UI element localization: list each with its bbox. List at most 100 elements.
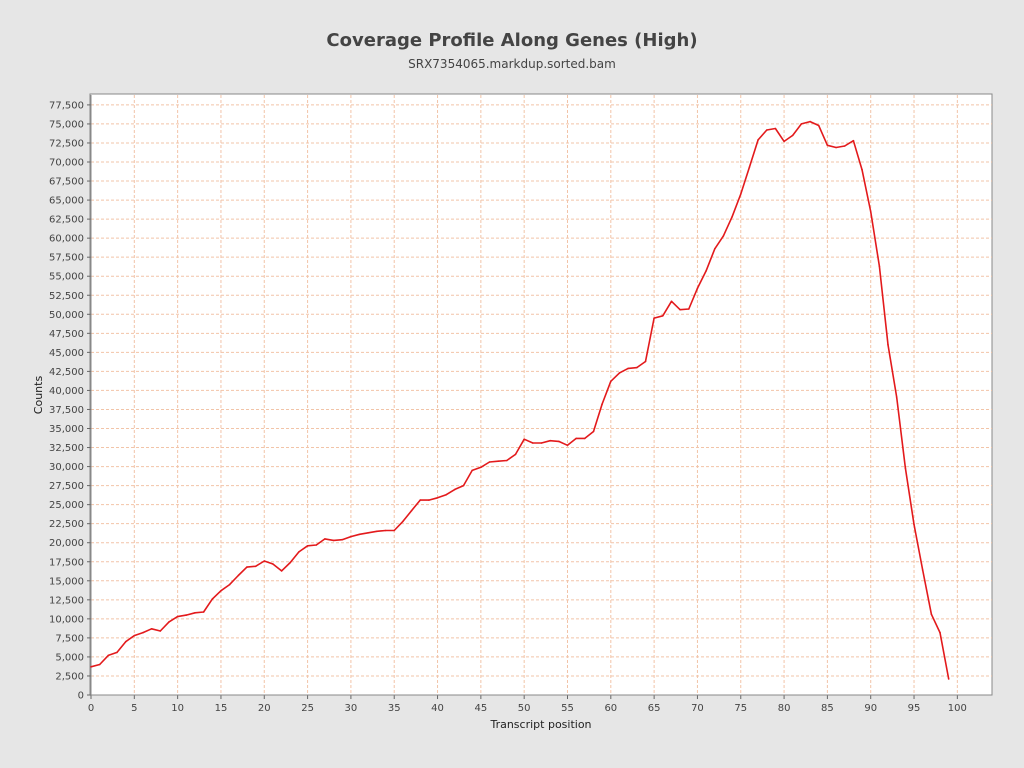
data-point xyxy=(566,444,569,447)
x-tick-label: 65 xyxy=(648,703,661,714)
data-point xyxy=(194,612,196,614)
y-tick-label: 30,000 xyxy=(49,462,84,473)
data-point xyxy=(740,193,742,195)
series-layer xyxy=(90,120,950,680)
data-point xyxy=(220,589,222,592)
y-tick-label: 52,500 xyxy=(49,291,84,302)
data-point xyxy=(584,437,586,440)
axes: 0 2,500 5,000 7,500 10,000 12,500 15,000 17,500… xyxy=(49,95,992,714)
data-point xyxy=(185,614,188,616)
data-point xyxy=(202,611,205,613)
data-point xyxy=(878,265,881,268)
x-axis-label: Transcript position xyxy=(489,718,591,731)
data-point xyxy=(523,438,525,441)
data-point xyxy=(263,560,266,562)
data-point xyxy=(306,545,309,547)
y-tick-label: 25,000 xyxy=(49,500,84,511)
data-point xyxy=(90,666,92,668)
data-point xyxy=(506,459,508,462)
x-tick-label: 70 xyxy=(691,703,704,714)
y-tick-label: 77,500 xyxy=(49,100,84,111)
y-tick-label: 57,500 xyxy=(49,253,84,264)
x-tick-label: 30 xyxy=(345,703,358,714)
x-tick-label: 5 xyxy=(131,703,137,714)
coverage-series-line xyxy=(90,120,950,680)
data-point xyxy=(843,145,846,147)
y-tick-label: 27,500 xyxy=(49,481,84,492)
data-point xyxy=(627,367,629,370)
y-tick-label: 15,000 xyxy=(49,576,84,587)
x-tick-label: 40 xyxy=(431,703,444,714)
plot-area xyxy=(89,93,993,696)
data-point xyxy=(618,372,621,374)
data-point xyxy=(644,360,647,363)
y-tick-label: 75,000 xyxy=(49,119,84,130)
x-tick-label: 45 xyxy=(474,703,487,714)
data-point xyxy=(714,248,716,250)
x-tick-label: 60 xyxy=(604,703,617,714)
y-tick-label: 42,500 xyxy=(49,367,84,378)
data-point xyxy=(237,574,240,577)
x-tick-label: 0 xyxy=(88,703,94,714)
data-point xyxy=(124,640,127,643)
data-point xyxy=(332,539,335,542)
data-point xyxy=(679,308,681,311)
data-point xyxy=(705,270,707,272)
data-point xyxy=(549,439,551,442)
data-point xyxy=(272,563,274,565)
data-point xyxy=(688,308,690,310)
data-point xyxy=(748,166,751,169)
data-point xyxy=(662,315,664,317)
data-point xyxy=(895,396,898,399)
x-tick-label: 75 xyxy=(734,703,747,714)
data-point xyxy=(861,168,863,171)
y-tick-label: 20,000 xyxy=(49,538,84,549)
y-tick-label: 65,000 xyxy=(49,196,84,207)
chart-title: Coverage Profile Along Genes (High) xyxy=(326,30,698,51)
data-point xyxy=(254,565,257,568)
chart-subtitle: SRX7354065.markdup.sorted.bam xyxy=(408,57,616,71)
y-tick-label: 55,000 xyxy=(49,272,84,283)
y-tick-label: 35,000 xyxy=(49,424,84,435)
data-point xyxy=(514,453,517,456)
data-point xyxy=(800,123,803,125)
data-point xyxy=(298,551,300,553)
y-tick-label: 60,000 xyxy=(49,234,84,245)
data-point xyxy=(497,460,500,463)
y-tick-label: 17,500 xyxy=(49,557,84,568)
y-tick-label: 40,000 xyxy=(49,386,84,397)
x-tick-label: 35 xyxy=(388,703,401,714)
data-point xyxy=(454,488,456,491)
data-point xyxy=(826,144,829,147)
data-point xyxy=(376,530,378,533)
y-tick-label: 45,000 xyxy=(49,348,84,359)
data-point xyxy=(280,570,283,572)
data-point xyxy=(341,538,344,541)
data-point xyxy=(601,403,603,405)
data-point xyxy=(133,634,136,637)
data-point xyxy=(887,343,889,346)
data-point xyxy=(540,442,543,444)
data-point xyxy=(98,663,101,666)
x-tick-label: 100 xyxy=(948,703,967,714)
data-point xyxy=(142,631,144,634)
data-point xyxy=(532,442,534,444)
x-tick-label: 10 xyxy=(171,703,184,714)
data-point xyxy=(636,366,638,369)
data-point xyxy=(783,140,785,143)
data-point xyxy=(722,235,725,237)
data-point xyxy=(324,538,326,540)
data-point xyxy=(116,651,118,654)
data-point xyxy=(817,124,820,127)
y-tick-label: 22,500 xyxy=(49,519,84,530)
data-point xyxy=(107,654,110,657)
data-point xyxy=(791,134,794,137)
data-point xyxy=(176,615,179,618)
x-tick-label: 55 xyxy=(561,703,574,714)
y-tick-label: 50,000 xyxy=(49,310,84,321)
data-point xyxy=(393,529,396,532)
data-point xyxy=(211,598,214,600)
y-tick-label: 2,500 xyxy=(55,671,84,682)
x-tick-label: 50 xyxy=(518,703,531,714)
y-tick-label: 5,000 xyxy=(55,652,84,663)
